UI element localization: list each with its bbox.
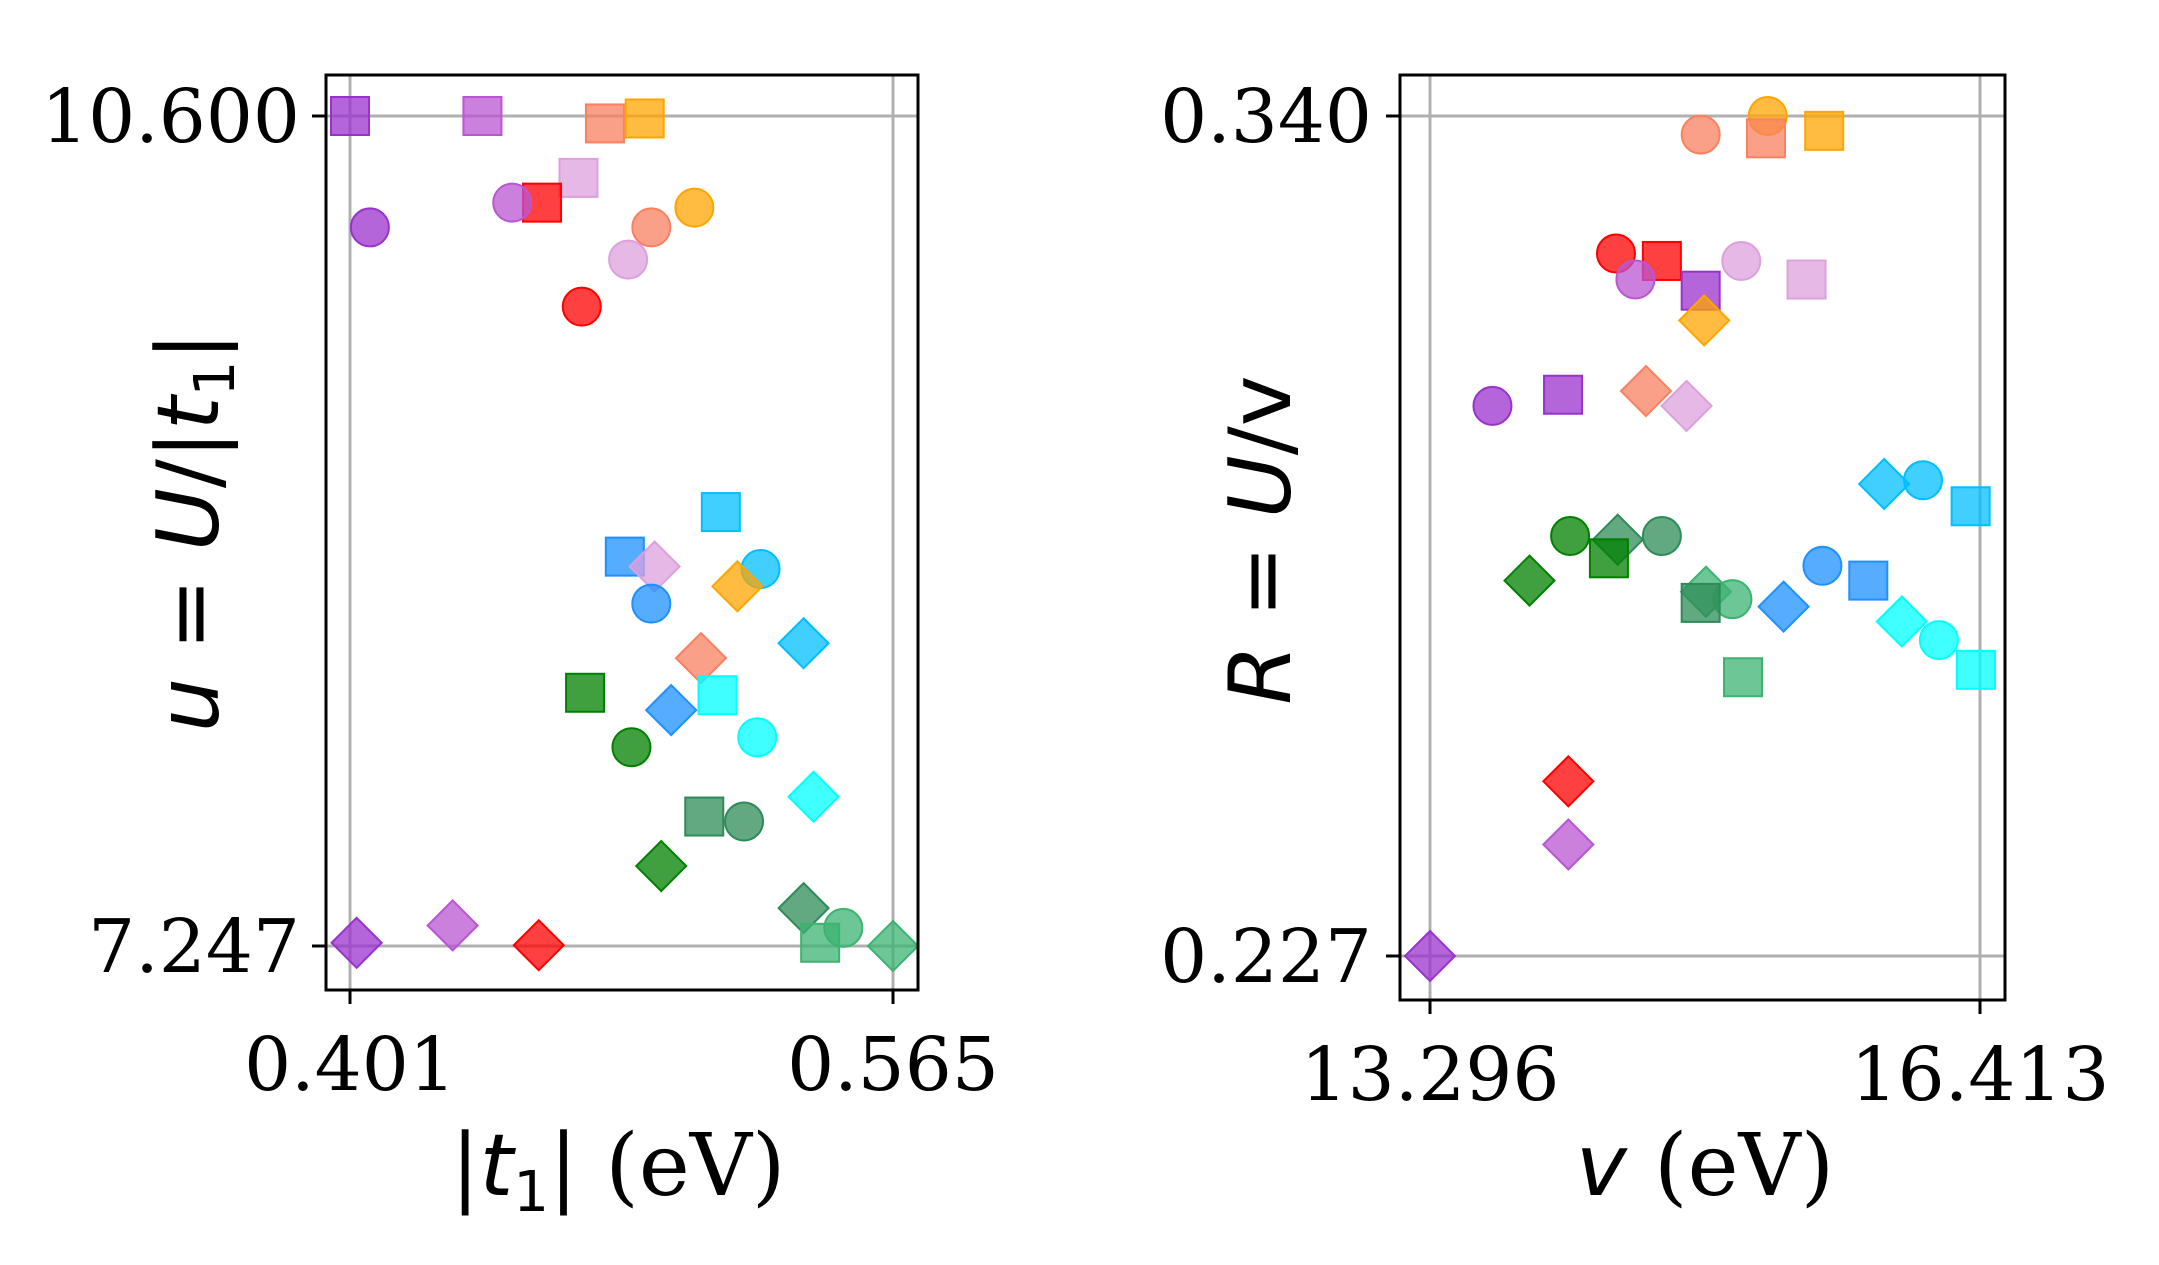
data-point-square <box>684 796 725 837</box>
data-point-circle <box>1802 545 1843 586</box>
data-point-circle <box>1550 516 1591 556</box>
right-axes-frame <box>1398 73 2007 1002</box>
data-point-circle <box>561 286 602 327</box>
data-point-circle <box>1472 385 1513 426</box>
data-point-diamond <box>777 616 831 670</box>
data-point-square <box>1680 582 1721 623</box>
data-point-diamond <box>1541 818 1595 871</box>
data-point-circle <box>1680 114 1721 155</box>
data-point-square <box>1543 374 1584 415</box>
y-tick-label-max: 0.340 <box>1160 74 1372 160</box>
data-point-square <box>558 157 599 198</box>
data-point-diamond <box>1619 364 1673 418</box>
left-y-axis-label: u = U/|t1| <box>139 332 248 733</box>
data-point-diamond <box>787 770 840 824</box>
data-point-diamond <box>1677 294 1731 347</box>
data-point-circle <box>724 801 765 842</box>
data-point-square <box>584 103 625 144</box>
data-point-square <box>565 672 606 713</box>
data-point-diamond <box>1857 457 1911 511</box>
data-point-diamond <box>866 919 920 973</box>
data-point-diamond <box>512 918 566 972</box>
data-point-diamond <box>1875 595 1929 648</box>
data-point-diamond <box>330 916 384 970</box>
data-point-diamond <box>710 559 764 613</box>
data-point-circle <box>1641 516 1682 556</box>
data-point-square <box>1950 486 1991 527</box>
data-point-diamond <box>1660 379 1713 433</box>
data-point-circle <box>608 239 649 280</box>
data-point-square <box>462 96 503 136</box>
data-point-square <box>1804 110 1845 151</box>
data-point-circle <box>611 727 652 768</box>
data-point-diamond <box>1757 580 1811 634</box>
data-point-circle <box>1903 460 1944 501</box>
data-point-square <box>1955 649 1996 690</box>
left-axes-frame <box>324 73 920 992</box>
x-tick-label-min: 0.401 <box>244 1022 456 1108</box>
data-point-square <box>1786 259 1827 300</box>
data-point-diamond <box>634 839 688 893</box>
data-point-circle <box>674 187 715 228</box>
data-point-circle <box>631 207 672 248</box>
y-tick-label-min: 0.227 <box>1160 914 1372 1000</box>
data-point-square <box>697 675 738 716</box>
left-panel: 0.401 0.565 10.600 7.247 |t1| (eV) u = U… <box>41 73 999 1225</box>
x-tick-label-max: 16.413 <box>1851 1032 2110 1118</box>
data-point-square <box>330 96 370 136</box>
y-tick-label-max: 10.600 <box>41 74 300 160</box>
y-tick-label-min: 7.247 <box>88 904 300 990</box>
data-point-diamond <box>644 683 698 737</box>
data-point-square <box>1848 560 1889 601</box>
data-point-circle <box>1721 240 1762 281</box>
right-points <box>1403 96 1996 983</box>
data-point-square <box>1745 118 1786 159</box>
left-points <box>330 96 920 973</box>
data-point-square <box>1588 538 1629 579</box>
data-point-square <box>1641 240 1682 281</box>
data-point-square <box>1723 657 1764 698</box>
right-x-axis-label: v (eV) <box>1576 1116 1834 1216</box>
data-point-diamond <box>1503 554 1556 608</box>
data-point-circle <box>631 583 672 624</box>
data-point-square <box>624 98 665 139</box>
data-point-circle <box>349 207 390 248</box>
data-point-circle <box>737 717 778 758</box>
left-x-axis-label: |t1| (eV) <box>451 1116 786 1225</box>
data-point-circle <box>492 182 533 223</box>
right-y-axis-label: R = U/v <box>1211 375 1311 704</box>
data-point-square <box>700 492 741 533</box>
x-tick-label-max: 0.565 <box>787 1022 999 1108</box>
data-point-square <box>800 922 841 963</box>
data-point-diamond <box>426 899 480 952</box>
right-panel: 13.296 16.413 0.340 0.227 v (eV) R = U/v <box>1160 73 2110 1216</box>
data-point-diamond <box>1403 929 1457 983</box>
data-point-circle <box>1615 259 1656 300</box>
data-point-diamond <box>1541 754 1595 808</box>
x-tick-label-min: 13.296 <box>1301 1032 1560 1118</box>
data-point-circle <box>1918 620 1959 661</box>
